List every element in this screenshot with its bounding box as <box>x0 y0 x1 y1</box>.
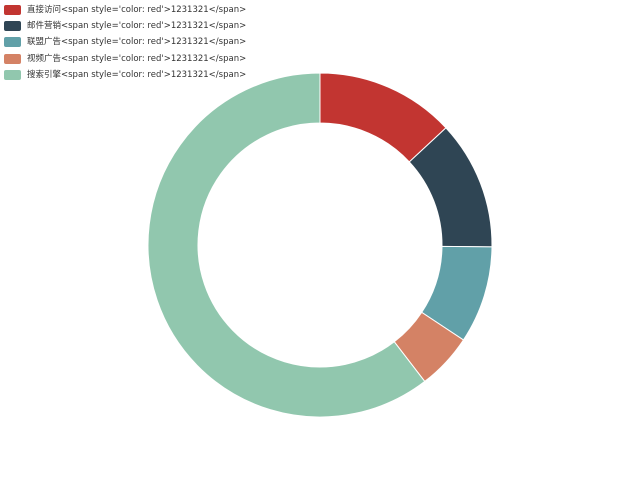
legend-item-affiliate[interactable]: 联盟广告<span style='color: red'>1231321</sp… <box>4 34 246 50</box>
legend-swatch-direct <box>4 5 21 16</box>
legend-swatch-email <box>4 21 21 32</box>
legend-swatch-affiliate <box>4 37 21 48</box>
legend-swatch-search <box>4 69 21 80</box>
legend-item-email[interactable]: 邮件营销<span style='color: red'>1231321</sp… <box>4 18 246 34</box>
legend-item-video[interactable]: 视频广告<span style='color: red'>1231321</sp… <box>4 51 246 67</box>
legend-label-email: 邮件营销<span style='color: red'>1231321</sp… <box>27 21 247 32</box>
legend-label-search: 搜索引擎<span style='color: red'>1231321</sp… <box>27 69 247 80</box>
chart-legend: 直接访问<span style='color: red'>1231321</sp… <box>4 2 246 83</box>
slice-search[interactable] <box>147 72 426 418</box>
legend-item-search[interactable]: 搜索引擎<span style='color: red'>1231321</sp… <box>4 67 246 83</box>
legend-label-affiliate: 联盟广告<span style='color: red'>1231321</sp… <box>27 37 247 48</box>
legend-swatch-video <box>4 53 21 64</box>
legend-label-direct: 直接访问<span style='color: red'>1231321</sp… <box>27 5 247 16</box>
legend-item-direct[interactable]: 直接访问<span style='color: red'>1231321</sp… <box>4 2 246 18</box>
legend-label-video: 视频广告<span style='color: red'>1231321</sp… <box>27 53 247 64</box>
